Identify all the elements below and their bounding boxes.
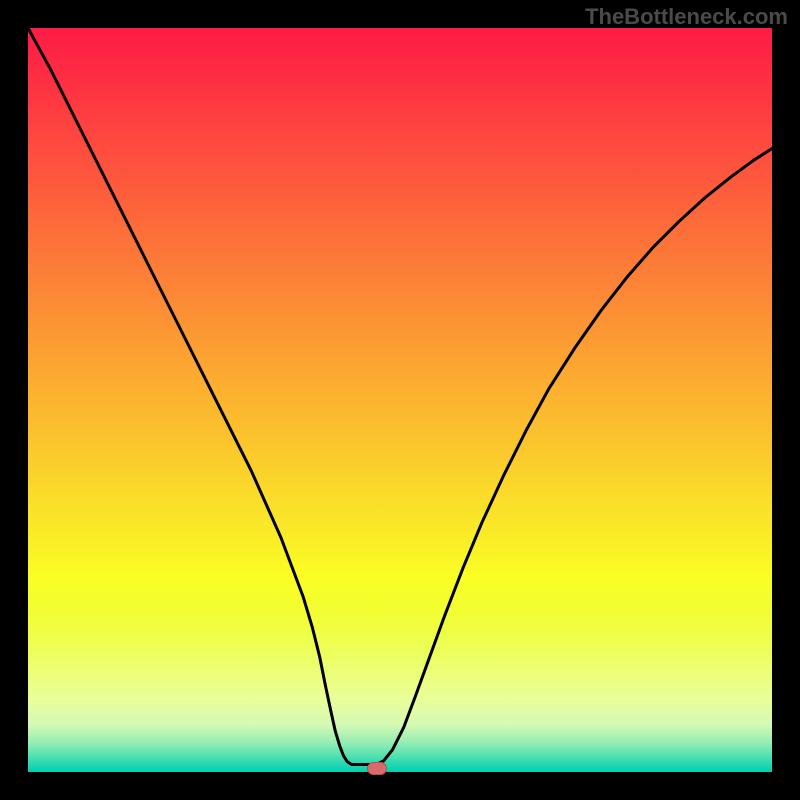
chart-frame: TheBottleneck.com bbox=[0, 0, 800, 800]
optimal-point-marker bbox=[367, 762, 388, 775]
watermark-text: TheBottleneck.com bbox=[585, 4, 788, 30]
chart-plot-area bbox=[28, 28, 772, 772]
